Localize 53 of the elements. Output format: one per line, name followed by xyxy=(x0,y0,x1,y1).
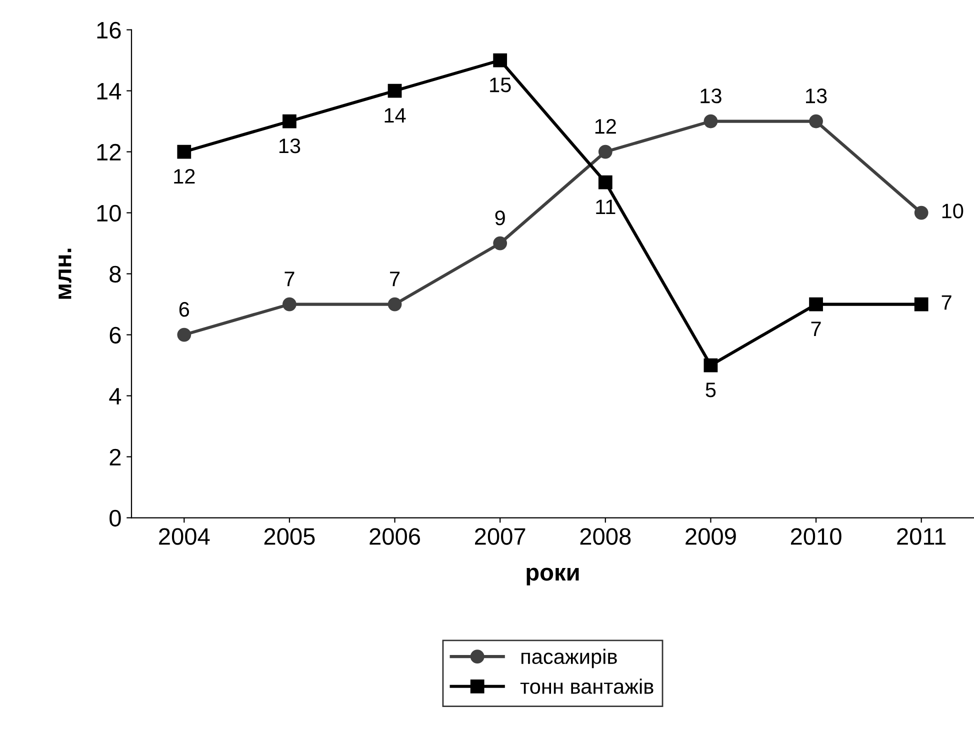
point xyxy=(493,53,508,68)
legend-label: пасажирів xyxy=(522,648,617,668)
y-tick-label: 14 xyxy=(97,83,122,100)
data-label: 5 xyxy=(706,382,716,398)
data-label: 13 xyxy=(700,88,722,104)
point xyxy=(177,144,192,159)
x-axis-title: роки xyxy=(526,568,579,586)
point xyxy=(704,114,718,128)
data-label: 7 xyxy=(390,272,400,286)
point xyxy=(388,84,402,98)
y-tick-label: 8 xyxy=(110,266,121,283)
point xyxy=(809,297,823,312)
point xyxy=(914,206,928,220)
y-tick-label: 0 xyxy=(110,510,121,527)
x-tick-label: 2004 xyxy=(159,528,210,545)
y-tick-label: 16 xyxy=(97,22,121,39)
data-label: 7 xyxy=(942,295,952,310)
y-tick-label: 4 xyxy=(109,388,122,404)
point xyxy=(388,297,402,312)
data-label: 7 xyxy=(284,272,294,286)
point xyxy=(598,175,612,190)
data-label: 13 xyxy=(279,138,300,154)
x-tick-label: 2005 xyxy=(264,528,315,545)
y-tick-label: 10 xyxy=(97,204,121,222)
point xyxy=(598,144,612,159)
data-label: 10 xyxy=(942,204,964,218)
x-tick-label: 2008 xyxy=(580,528,631,545)
point xyxy=(493,236,508,250)
legend-label: тонн вантажів xyxy=(520,678,654,694)
data-label: 6 xyxy=(179,302,190,317)
data-label: 12 xyxy=(595,119,616,134)
data-label: 13 xyxy=(806,88,827,104)
y-tick-label: 12 xyxy=(97,144,121,160)
data-label: 15 xyxy=(490,78,511,92)
x-tick-label: 2009 xyxy=(686,528,736,545)
point xyxy=(809,114,823,128)
point xyxy=(914,297,928,312)
x-tick-label: 2010 xyxy=(790,528,842,545)
point xyxy=(282,297,296,312)
y-axis-title: млн. xyxy=(58,248,72,299)
point xyxy=(177,328,192,342)
point xyxy=(282,114,296,128)
y-tick-label: 6 xyxy=(110,326,121,344)
data-label: 12 xyxy=(174,169,195,184)
data-label: 14 xyxy=(384,108,406,123)
data-label: 9 xyxy=(495,210,505,226)
x-tick-label: 2011 xyxy=(897,528,946,545)
data-label: 7 xyxy=(811,322,821,336)
y-tick-label: 2 xyxy=(110,448,121,466)
x-tick-label: 2006 xyxy=(370,528,420,545)
point xyxy=(704,358,718,372)
data-label: 11 xyxy=(596,200,616,214)
x-tick-label: 2007 xyxy=(475,528,526,545)
